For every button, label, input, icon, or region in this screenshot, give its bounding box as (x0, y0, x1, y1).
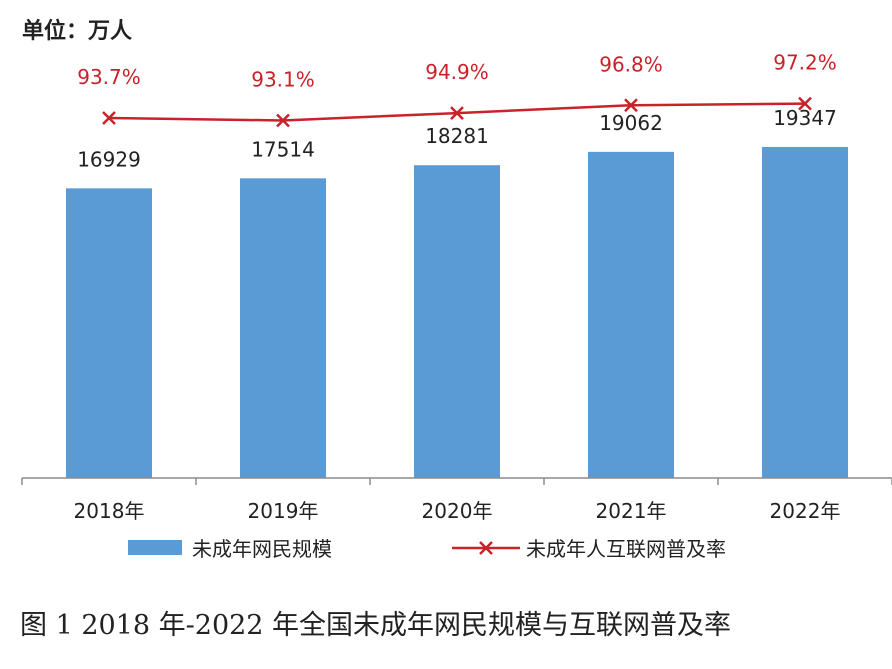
bar (240, 178, 326, 479)
legend: 未成年网民规模 未成年人互联网普及率 (128, 537, 726, 561)
x-tick-label: 2022年 (770, 499, 841, 523)
bar-value-label: 18281 (425, 124, 489, 148)
rate-marker (450, 106, 464, 120)
figure-caption: 图 1 2018 年-2022 年全国未成年网民规模与互联网普及率 (20, 610, 731, 641)
bar-series (66, 146, 848, 479)
bar-value-label: 17514 (251, 137, 315, 161)
bar-value-labels: 16929 17514 18281 19062 19347 (77, 106, 837, 171)
x-axis-ticks (21, 478, 892, 485)
legend-bar-swatch (128, 540, 182, 555)
bar (414, 165, 500, 478)
bar (66, 188, 152, 479)
rate-value-label: 97.2% (773, 51, 837, 75)
bar-value-label: 19347 (773, 106, 837, 130)
rate-marker (624, 98, 638, 113)
x-tick-label: 2021年 (596, 499, 667, 523)
legend-line-marker-icon (479, 541, 493, 555)
x-axis-labels: 2018年 2019年 2020年 2021年 2022年 (74, 499, 841, 523)
bar-value-label: 19062 (599, 111, 663, 135)
legend-cross-icon (479, 541, 493, 555)
rate-value-label: 96.8% (599, 52, 663, 76)
rate-marker (798, 96, 812, 111)
bar (588, 151, 674, 478)
rate-value-label: 94.9% (425, 60, 489, 84)
rate-marker (276, 113, 290, 128)
rate-marker (102, 111, 116, 125)
x-tick-label: 2020年 (422, 499, 493, 523)
bar (762, 146, 848, 478)
legend-line-label: 未成年人互联网普及率 (526, 537, 726, 561)
rate-value-label: 93.1% (251, 67, 315, 91)
unit-label: 单位：万人 (22, 18, 132, 44)
rate-value-labels: 93.7% 93.1% 94.9% 96.8% 97.2% (77, 51, 837, 92)
bar-value-label: 16929 (77, 147, 141, 171)
rate-markers (102, 96, 812, 128)
x-tick-label: 2018年 (74, 499, 145, 523)
legend-bar-label: 未成年网民规模 (192, 537, 332, 561)
rate-value-label: 93.7% (77, 65, 141, 89)
x-tick-label: 2019年 (248, 499, 319, 523)
